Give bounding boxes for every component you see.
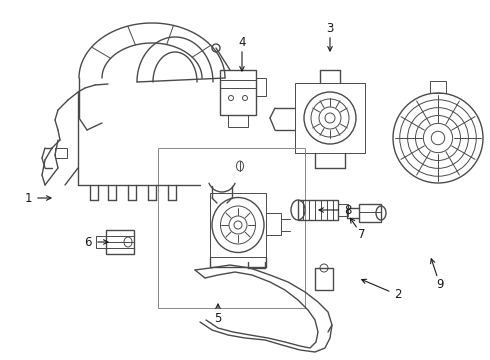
Bar bbox=[228, 115, 248, 127]
Text: 2: 2 bbox=[394, 288, 402, 302]
Bar bbox=[55, 148, 67, 158]
Bar bbox=[106, 230, 134, 254]
Bar bbox=[298, 200, 338, 220]
Bar bbox=[359, 204, 381, 222]
Bar bbox=[158, 148, 305, 308]
Text: 3: 3 bbox=[326, 22, 334, 35]
Bar bbox=[256, 78, 266, 96]
Text: 5: 5 bbox=[214, 311, 221, 324]
Bar bbox=[338, 204, 348, 216]
Text: 7: 7 bbox=[358, 229, 366, 242]
Bar bbox=[210, 193, 266, 257]
Bar bbox=[220, 70, 256, 115]
Bar bbox=[295, 83, 365, 153]
Bar bbox=[315, 268, 333, 290]
Text: 9: 9 bbox=[436, 279, 444, 292]
Text: 4: 4 bbox=[238, 36, 246, 49]
Bar bbox=[266, 213, 281, 235]
Bar bbox=[430, 81, 446, 93]
Text: 8: 8 bbox=[344, 203, 352, 216]
Text: 6: 6 bbox=[84, 235, 92, 248]
Text: 1: 1 bbox=[24, 192, 32, 204]
Bar bbox=[96, 236, 106, 248]
